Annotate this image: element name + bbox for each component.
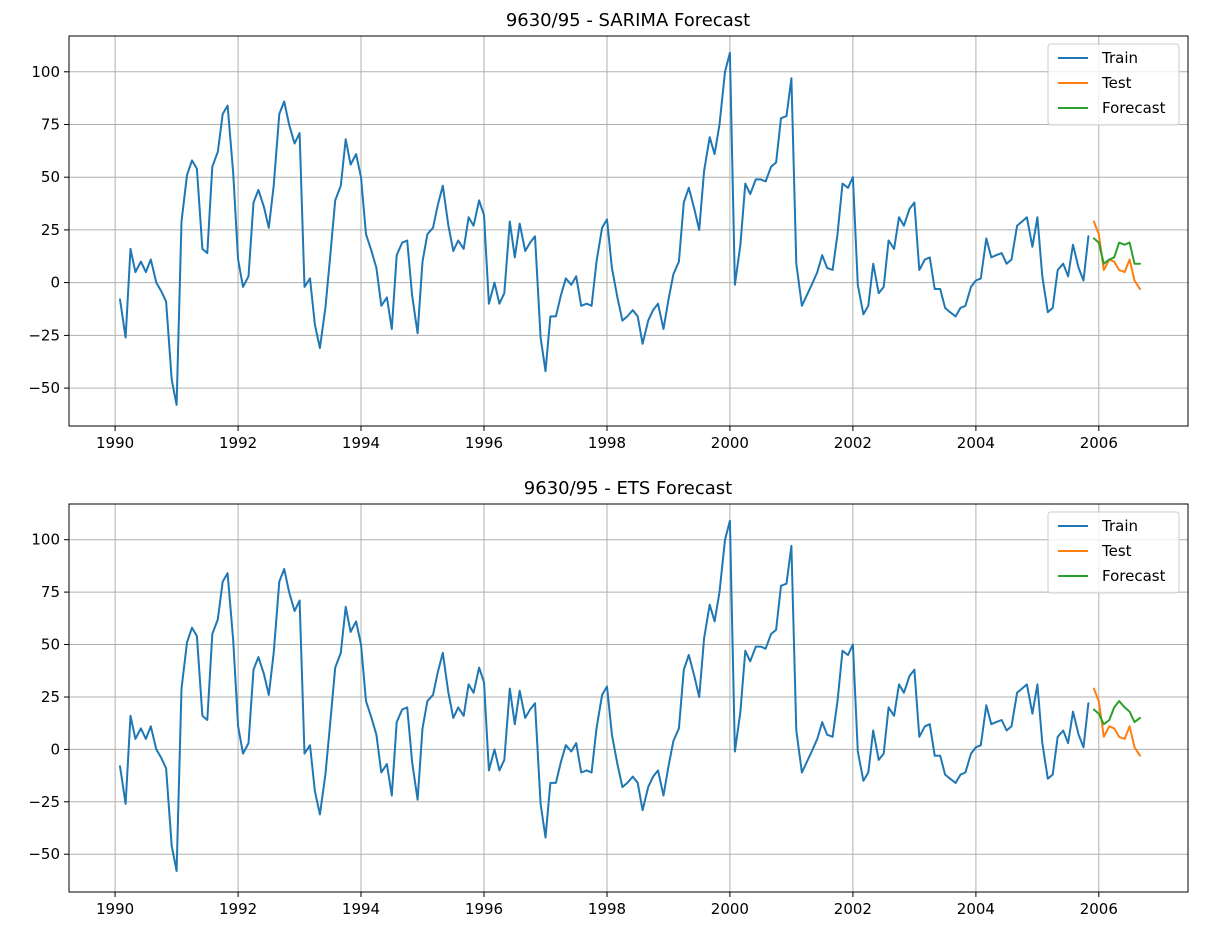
y-tick-label: 50 <box>41 636 60 654</box>
y-tick-label: −25 <box>28 793 60 811</box>
x-tick-label: 2002 <box>834 900 872 918</box>
x-tick-label: 1990 <box>96 434 134 452</box>
y-tick-label: −50 <box>28 845 60 863</box>
y-tick-label: 75 <box>41 583 60 601</box>
x-tick-label: 2000 <box>711 900 749 918</box>
series-line-forecast <box>1092 700 1141 726</box>
y-tick-label: 0 <box>50 274 60 292</box>
chart-title: 9630/95 - SARIMA Forecast <box>506 10 750 31</box>
x-tick-label: 1996 <box>465 900 503 918</box>
y-tick-label: −50 <box>28 379 60 397</box>
legend-label-forecast: Forecast <box>1102 99 1166 117</box>
x-tick-label: 2004 <box>957 434 995 452</box>
tick-marks: 1990 1992 1994 1996 1998 2000 2002 2004 2006 100 7… <box>28 63 1118 452</box>
series-lines <box>119 51 1141 406</box>
legend: Train Test Forecast <box>1047 43 1180 126</box>
legend-box <box>1047 511 1180 594</box>
series-line-train <box>119 519 1090 872</box>
y-tick-label: 25 <box>41 221 60 239</box>
x-tick-label: 2000 <box>711 434 749 452</box>
x-tick-label: 1992 <box>219 900 257 918</box>
chart-title: 9630/95 - ETS Forecast <box>524 478 732 499</box>
series-lines <box>119 519 1141 872</box>
chart-sarima: 9630/95 - SARIMA Forecast 1990 1992 1994 19… <box>28 10 1189 452</box>
x-tick-label: 2006 <box>1080 900 1118 918</box>
series-line-train <box>119 51 1090 406</box>
axes-frame <box>68 503 1189 893</box>
x-tick-label: 2006 <box>1080 434 1118 452</box>
legend-label-train: Train <box>1101 517 1138 535</box>
series-line-forecast <box>1092 237 1141 265</box>
tick-marks: 1990 1992 1994 1996 1998 2000 2002 2004 2006 100 7… <box>28 531 1118 918</box>
x-tick-label: 1998 <box>588 900 626 918</box>
legend: Train Test Forecast <box>1047 511 1180 594</box>
y-tick-label: 25 <box>41 688 60 706</box>
y-tick-label: 75 <box>41 116 60 134</box>
y-tick-label: −25 <box>28 326 60 344</box>
x-tick-label: 2002 <box>834 434 872 452</box>
legend-label-test: Test <box>1101 542 1132 560</box>
legend-box <box>1047 43 1180 126</box>
legend-label-forecast: Forecast <box>1102 567 1166 585</box>
x-tick-label: 1994 <box>342 900 380 918</box>
x-tick-label: 1998 <box>588 434 626 452</box>
chart-ets: 9630/95 - ETS Forecast 1990 1992 1994 1996 1… <box>28 478 1189 918</box>
x-tick-label: 1990 <box>96 900 134 918</box>
x-tick-label: 2004 <box>957 900 995 918</box>
x-tick-label: 1994 <box>342 434 380 452</box>
y-tick-label: 50 <box>41 168 60 186</box>
x-tick-label: 1996 <box>465 434 503 452</box>
axes-frame <box>68 35 1189 427</box>
y-tick-label: 100 <box>31 531 60 549</box>
legend-label-train: Train <box>1101 49 1138 67</box>
x-tick-label: 1992 <box>219 434 257 452</box>
y-tick-label: 0 <box>50 740 60 758</box>
legend-label-test: Test <box>1101 74 1132 92</box>
y-tick-label: 100 <box>31 63 60 81</box>
